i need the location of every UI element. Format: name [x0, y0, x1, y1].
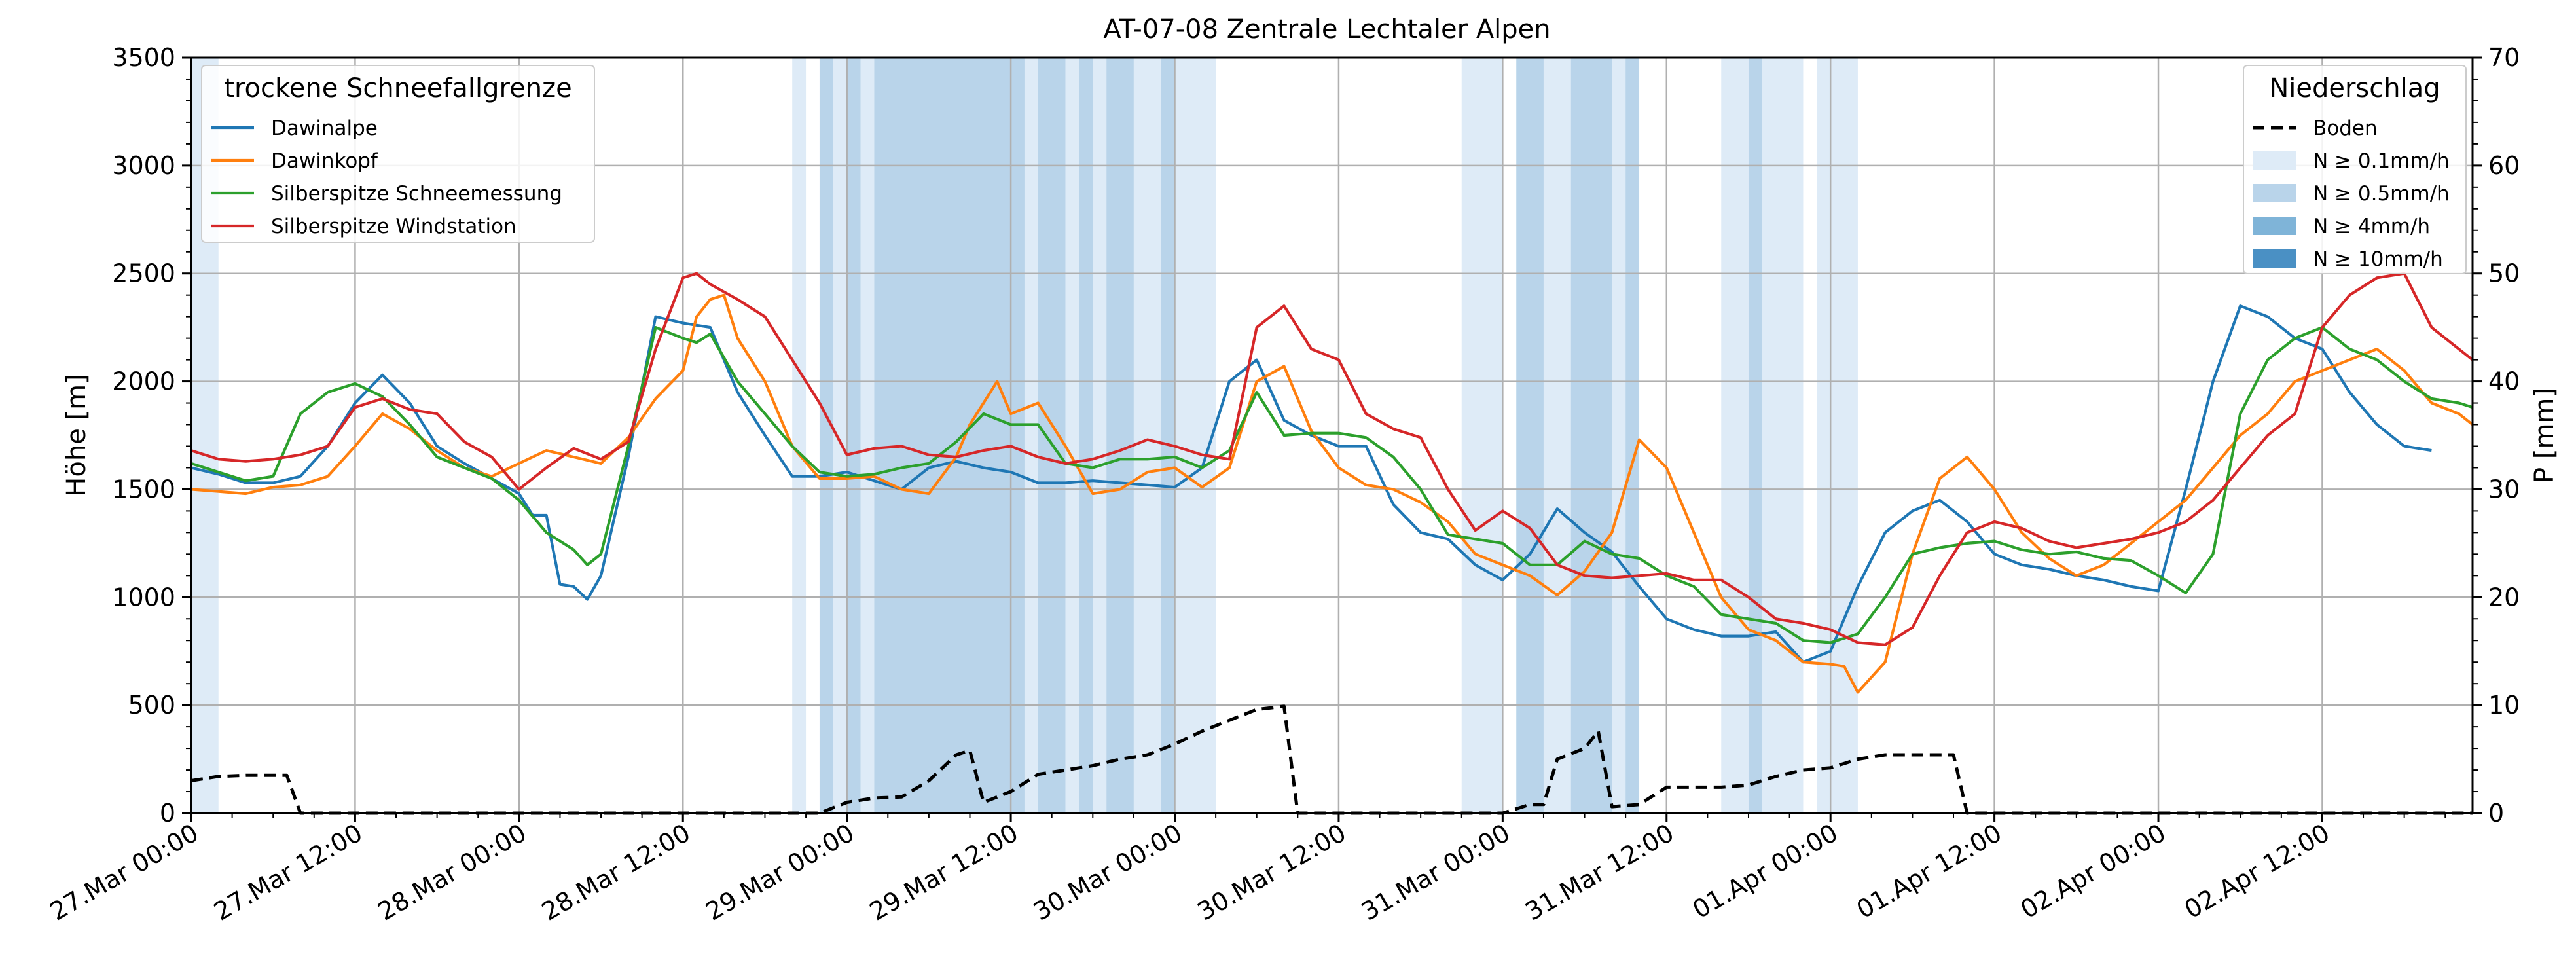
precip-band: [1461, 58, 1503, 813]
precip-band: [860, 58, 875, 813]
precip-band: [1161, 58, 1175, 813]
precip-band: [1038, 58, 1066, 813]
legend-label: N ≥ 4mm/h: [2313, 215, 2430, 238]
precip-band: [1106, 58, 1134, 813]
y2-tick-label: 30: [2488, 475, 2520, 503]
series-line-silberspitze-windstation: [190, 272, 2474, 646]
y-tick-label: 0: [160, 799, 175, 828]
precip-band: [1543, 58, 1571, 813]
precip-band: [846, 58, 861, 813]
y2-tick-label: 50: [2488, 259, 2520, 288]
precip-band: [874, 58, 1025, 813]
precip-band: [1817, 58, 1858, 813]
precip-band: [1024, 58, 1038, 813]
legend-title: trockene Schneefallgrenze: [224, 73, 571, 103]
y2-tick-label: 70: [2488, 43, 2520, 72]
precip-band: [1516, 58, 1544, 813]
precip-band: [792, 58, 807, 813]
precip-band: [833, 58, 847, 813]
legend-label: N ≥ 0.5mm/h: [2313, 182, 2450, 206]
precip-band: [1174, 58, 1216, 813]
legend-title: Niederschlag: [2269, 73, 2440, 103]
precip-band: [1570, 58, 1612, 813]
precip-band: [1093, 58, 1107, 813]
legend-label: Dawinkopf: [271, 149, 378, 173]
axis-ticks: [182, 56, 2482, 822]
precip-band: [1065, 58, 1079, 813]
legend-label: Boden: [2313, 117, 2378, 140]
y-tick-label: 3000: [112, 151, 175, 180]
y2-tick-label: 20: [2488, 583, 2520, 611]
series-line-boden: [190, 704, 2473, 815]
legend-precipitation: Niederschlag Boden N ≥ 0.1mm/h N ≥ 0.5mm/h N…: [2243, 65, 2467, 274]
precip-band: [1133, 58, 1161, 813]
precip-band: [1762, 58, 1804, 813]
precip-band: [1612, 58, 1626, 813]
series-line-dawinalpe: [190, 304, 2432, 664]
precip-band: [1721, 58, 1749, 813]
y-tick-label: 2000: [112, 367, 175, 396]
legend-swatch: [2253, 217, 2296, 235]
y-tick-label: 1500: [112, 475, 175, 503]
precip-band: [819, 58, 833, 813]
y2-tick-label: 60: [2488, 151, 2520, 180]
y2-tick-label: 10: [2488, 691, 2520, 720]
legend-label: N ≥ 10mm/h: [2313, 247, 2443, 271]
legend-label: Silberspitze Windstation: [271, 215, 517, 238]
precip-band: [1748, 58, 1762, 813]
chart-title: AT-07-08 Zentrale Lechtaler Alpen: [1103, 14, 1550, 45]
y-tick-label: 1000: [112, 583, 175, 611]
legend-label: N ≥ 0.1mm/h: [2313, 149, 2450, 173]
legend-swatch: [2253, 151, 2296, 170]
plot-frame: [190, 56, 2474, 814]
series-lines: [190, 272, 2474, 815]
precip-band: [1625, 58, 1640, 813]
y-tick-label: 500: [128, 691, 175, 720]
series-line-silberspitze-schneemessung: [190, 326, 2473, 644]
precip-band: [1079, 58, 1093, 813]
legend-label: Dawinalpe: [271, 117, 378, 140]
series-line-dawinkopf: [190, 293, 2474, 694]
y-tick-label: 3500: [112, 43, 175, 72]
legend-label: Silberspitze Schneemessung: [271, 182, 562, 206]
y-tick-label: 2500: [112, 259, 175, 288]
legend-swatch: [2253, 249, 2296, 268]
y2-tick-label: 0: [2488, 799, 2504, 828]
legend-snowline: trockene Schneefallgrenze Dawinalpe Dawink…: [201, 65, 595, 243]
legend-box: [2243, 65, 2467, 274]
legend-box: [201, 65, 595, 243]
y-axis-title: Höhe [m]: [62, 374, 92, 496]
y2-tick-label: 40: [2488, 367, 2520, 396]
legend-swatch: [2253, 184, 2296, 202]
y2-axis-title: P [mm]: [2530, 388, 2560, 483]
